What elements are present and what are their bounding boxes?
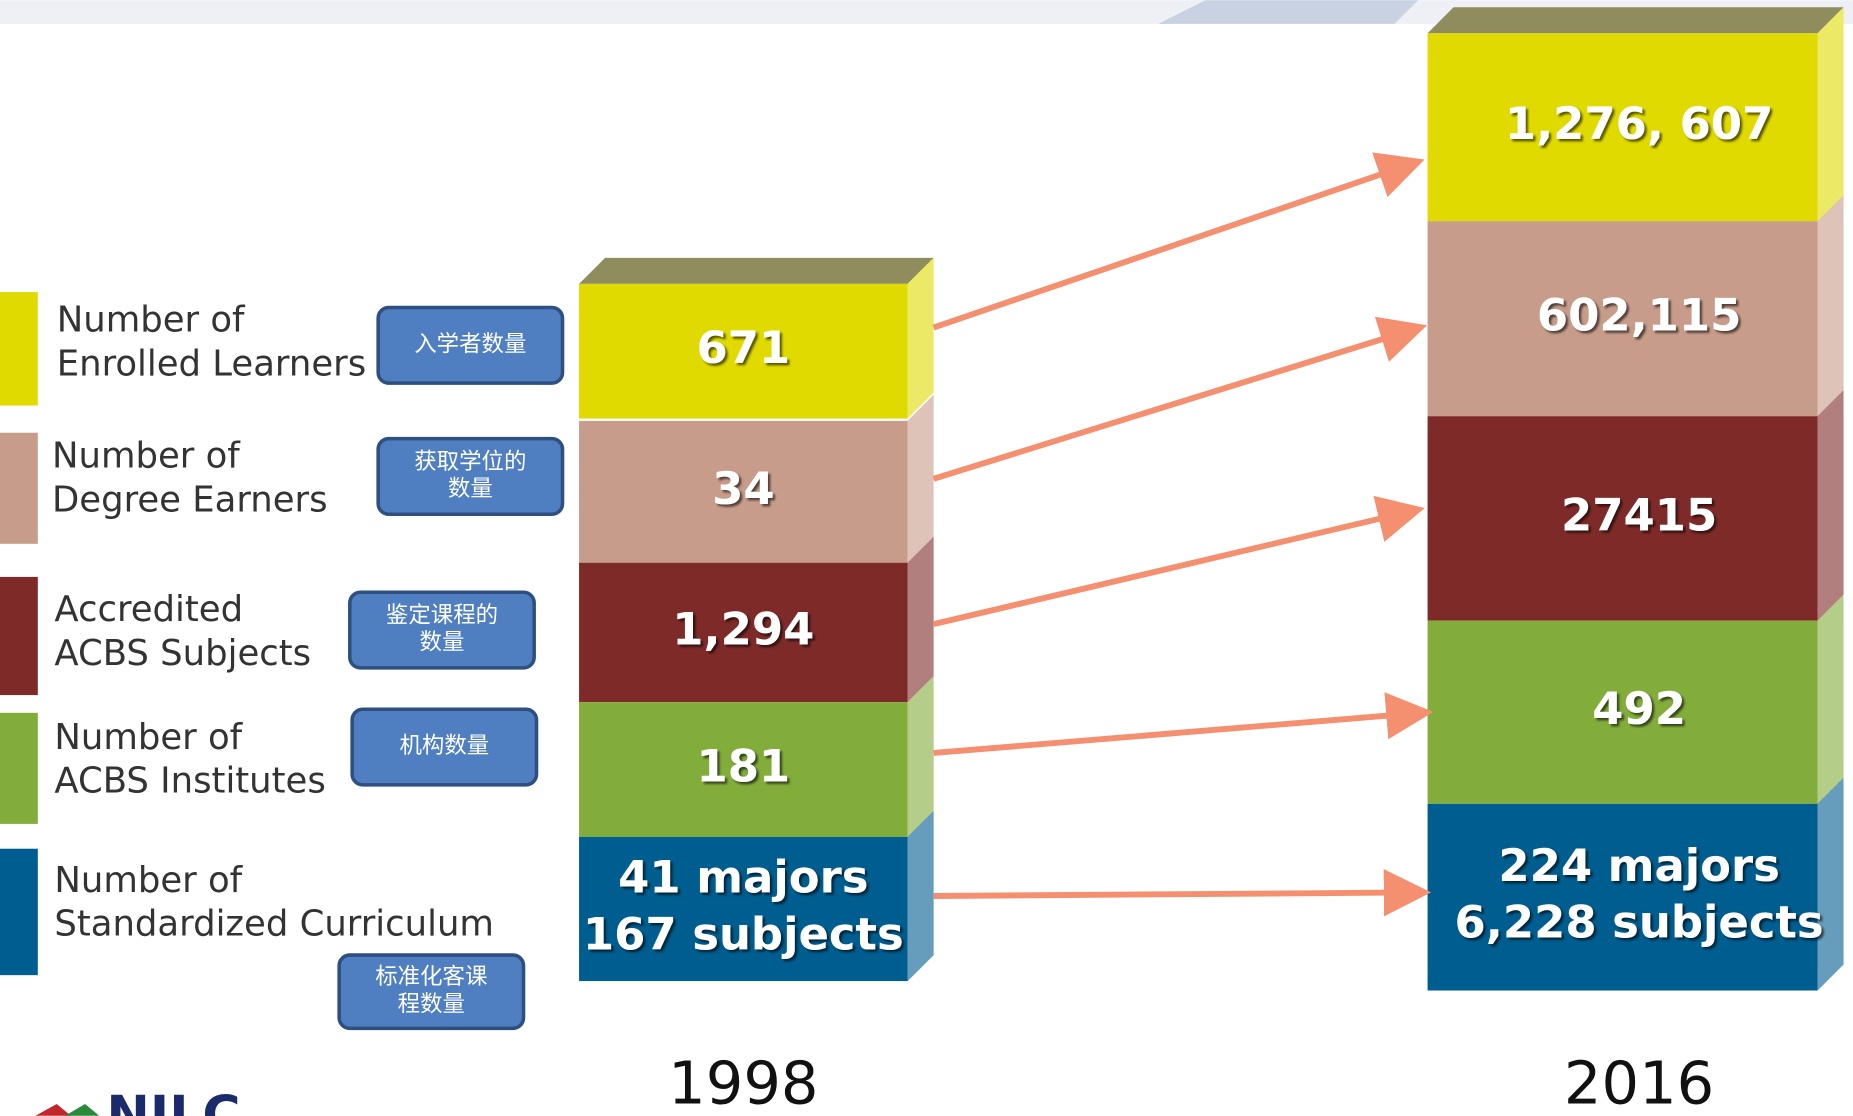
block-side-shade [907, 810, 934, 982]
block-front [579, 702, 908, 837]
block-value: 602,115 [1537, 289, 1741, 342]
block-side [907, 676, 934, 837]
block-value: 27415 [1561, 488, 1717, 541]
block-side [1817, 7, 1844, 222]
note-text: 标准化客课 [375, 964, 487, 990]
block-front [1427, 620, 1818, 804]
block-front [1427, 416, 1818, 621]
legend-label: ACBS Subjects [54, 633, 311, 674]
year-label: 2016 [1564, 1049, 1714, 1116]
block-top [579, 257, 934, 284]
note-box [348, 590, 536, 670]
block-value: 671 [696, 321, 790, 374]
block-side-shade [1817, 390, 1844, 621]
note-box [376, 436, 565, 517]
logo-mark [35, 1103, 71, 1116]
note-text: 入学者数量 [414, 331, 526, 357]
note-text: 鉴定课程的 [386, 602, 498, 628]
note-text: 数量 [448, 476, 493, 502]
note-box [350, 707, 539, 787]
legend-label: Standardized Curriculum [54, 904, 494, 945]
block-side-shade [1817, 195, 1844, 417]
arrow [932, 152, 1425, 331]
logo-text: NILC [106, 1085, 240, 1116]
block-front [1427, 221, 1818, 417]
block-value: 34 [712, 462, 774, 515]
block-side-shade [907, 536, 934, 703]
block-top [1427, 7, 1844, 34]
note-text: 程数量 [398, 991, 465, 1017]
legend-label: Number of [54, 717, 243, 758]
arrow [933, 692, 1434, 756]
block-value: 492 [1592, 682, 1686, 735]
block-value: 181 [696, 740, 790, 793]
block-value: 1,294 [672, 602, 814, 655]
year-label: 1998 [668, 1049, 818, 1116]
block-side-shade [907, 676, 934, 837]
block-value: 41 majors [618, 851, 868, 904]
block-value: 167 subjects [583, 907, 904, 960]
note-text: 获取学位的 [414, 449, 526, 475]
block-value: 6,228 subjects [1455, 896, 1824, 949]
block-side-shade [1817, 7, 1844, 222]
legend-label: Accredited [54, 589, 243, 630]
block-value: 1,276, 607 [1505, 97, 1773, 150]
legend-swatch [0, 848, 38, 976]
block-side-shade [1817, 594, 1844, 804]
block-front [1427, 33, 1818, 222]
arrow [932, 316, 1428, 482]
legend-label: ACBS Institutes [54, 761, 325, 802]
block-side [1817, 594, 1844, 804]
block-side [907, 536, 934, 703]
arrow [933, 869, 1432, 917]
block-front [579, 420, 908, 563]
logo-mark [64, 1103, 100, 1116]
note-box [337, 953, 526, 1031]
legend-label: Number of [54, 860, 243, 901]
block-side [907, 394, 934, 563]
note-text: 数量 [420, 630, 465, 656]
block-side [1817, 195, 1844, 417]
legend-label: Number of [57, 300, 246, 341]
note-text: 机构数量 [399, 733, 489, 759]
legend-swatch [0, 432, 38, 544]
block-side [1817, 390, 1844, 621]
legend-swatch [0, 576, 38, 696]
banner-graphic [1158, 0, 1419, 24]
legend-label: Degree Earners [52, 479, 328, 520]
legend-label: Enrolled Learners [57, 343, 366, 384]
block-front [579, 283, 908, 419]
block-side [907, 257, 934, 419]
block-front [579, 836, 908, 982]
block-side-shade [907, 257, 934, 419]
block-side [1817, 777, 1844, 991]
block-side-shade [1817, 777, 1844, 991]
block-side [907, 810, 934, 982]
legend-swatch [0, 292, 38, 406]
legend-swatch [0, 712, 38, 824]
legend-label: Number of [52, 436, 241, 477]
note-box [376, 305, 565, 385]
block-front [1427, 803, 1818, 991]
arrow [932, 495, 1425, 628]
block-side-shade [907, 394, 934, 563]
block-value: 224 majors [1498, 839, 1780, 892]
block-front [579, 562, 908, 703]
